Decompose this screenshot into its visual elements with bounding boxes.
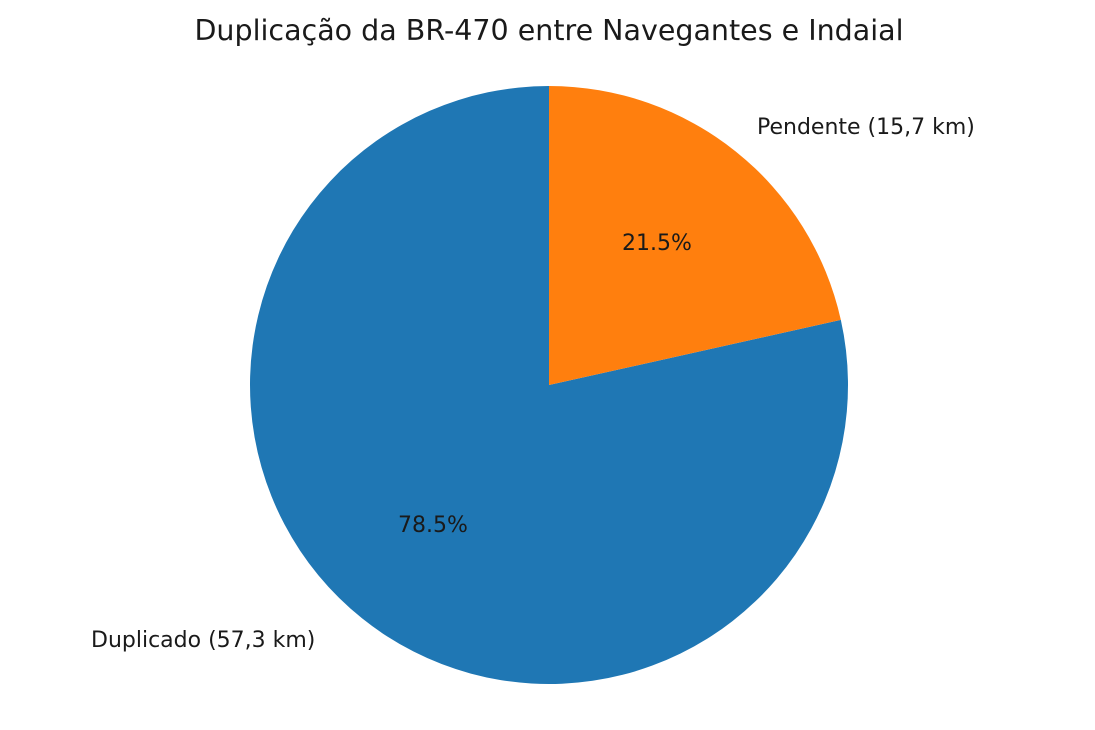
percent-label-pendente: 21.5%: [622, 231, 692, 256]
slice-label-duplicado: Duplicado (57,3 km): [91, 628, 316, 653]
slice-pendente: [549, 86, 841, 385]
slice-label-pendente: Pendente (15,7 km): [757, 115, 975, 140]
chart-title: Duplicação da BR-470 entre Navegantes e …: [194, 14, 904, 47]
percent-label-duplicado: 78.5%: [398, 513, 468, 538]
slice-duplicado: [250, 86, 849, 684]
